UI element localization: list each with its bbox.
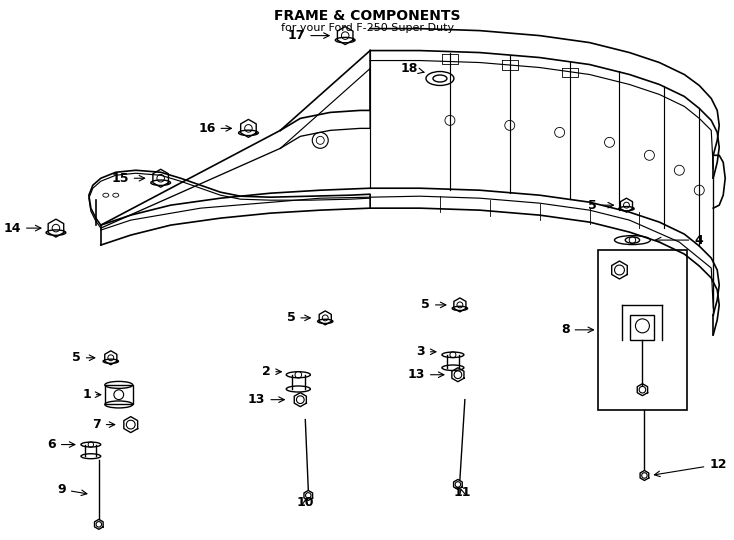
Text: 17: 17 (288, 29, 330, 42)
Text: 15: 15 (112, 172, 145, 185)
Text: 3: 3 (416, 345, 436, 358)
Text: for your Ford F-250 Super Duty: for your Ford F-250 Super Duty (280, 23, 454, 32)
Bar (105, 385, 133, 404)
Text: 13: 13 (407, 368, 444, 381)
Text: 4: 4 (655, 234, 703, 247)
Text: 11: 11 (453, 487, 470, 500)
Text: 16: 16 (198, 122, 231, 135)
Text: 14: 14 (4, 221, 41, 234)
Text: 9: 9 (57, 483, 87, 496)
Text: FRAME & COMPONENTS: FRAME & COMPONENTS (274, 9, 460, 23)
Text: 10: 10 (297, 496, 314, 509)
Text: 18: 18 (401, 62, 424, 75)
Text: 5: 5 (72, 352, 95, 365)
Text: 2: 2 (261, 365, 281, 378)
Text: 5: 5 (588, 199, 614, 212)
Bar (631, 315, 655, 340)
Text: 1: 1 (82, 388, 101, 401)
Text: 5: 5 (421, 299, 446, 312)
Text: 7: 7 (92, 418, 115, 431)
Text: 5: 5 (286, 312, 310, 325)
Bar (597, 250, 687, 410)
Text: 6: 6 (47, 438, 75, 451)
Text: 13: 13 (248, 393, 284, 406)
Text: 8: 8 (561, 323, 594, 336)
Text: 12: 12 (655, 458, 727, 477)
